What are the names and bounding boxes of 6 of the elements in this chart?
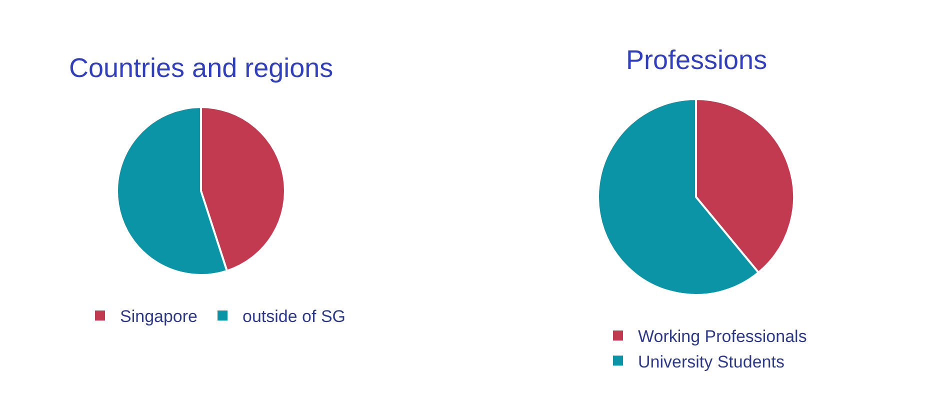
legend-label: University Students — [638, 352, 784, 372]
legend-label: Working Professionals — [638, 327, 807, 346]
legend-label: outside of SG — [242, 307, 346, 326]
legend-label: Singapore — [120, 307, 198, 326]
chart-title: Countries and regions — [69, 53, 334, 83]
chart-title: Professions — [626, 45, 768, 75]
